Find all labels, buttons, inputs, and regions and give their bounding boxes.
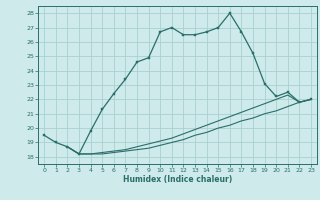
X-axis label: Humidex (Indice chaleur): Humidex (Indice chaleur) [123,175,232,184]
